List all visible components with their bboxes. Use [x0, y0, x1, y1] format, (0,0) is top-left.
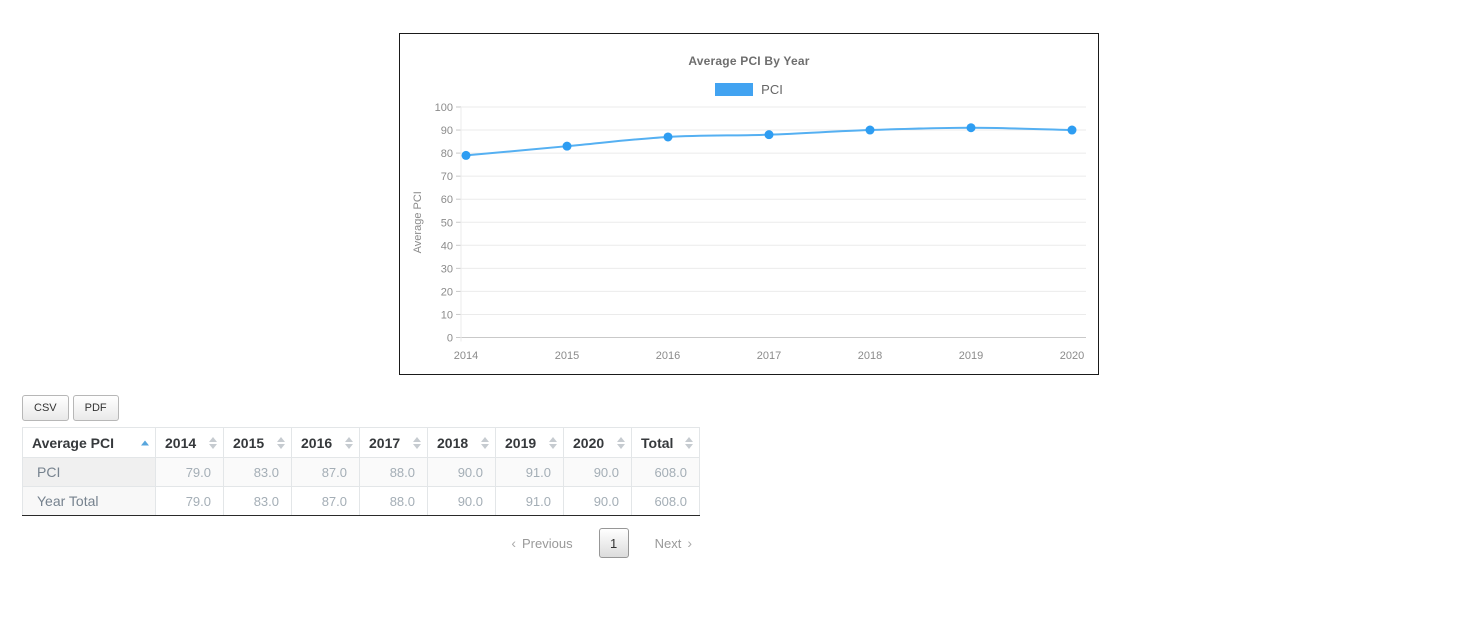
chart-title: Average PCI By Year [688, 54, 810, 68]
previous-page-button[interactable]: ‹ Previous [503, 535, 580, 551]
value-cell: 79.0 [155, 486, 224, 516]
svg-text:60: 60 [441, 194, 453, 206]
data-point-2015[interactable] [562, 141, 572, 151]
sort-both-icon [209, 436, 217, 449]
data-point-2019[interactable] [966, 123, 976, 133]
value-cell: 88.0 [359, 486, 428, 516]
svg-text:2015: 2015 [555, 350, 579, 362]
legend-swatch [715, 83, 754, 96]
value-cell: 90.0 [563, 486, 632, 516]
value-cell: 83.0 [223, 486, 292, 516]
column-header-label: Total [641, 434, 674, 451]
csv-export-button[interactable]: CSV [22, 395, 69, 421]
svg-text:50: 50 [441, 217, 453, 229]
table-row-year-total: Year Total 79.0 83.0 87.0 88.0 90.0 91.0 90.0 60… [22, 486, 700, 516]
value-cell: 90.0 [427, 457, 496, 487]
value-cell: 608.0 [631, 486, 700, 516]
column-header-label: 2017 [369, 434, 401, 451]
svg-text:Average PCI: Average PCI [412, 191, 424, 253]
svg-text:0: 0 [447, 333, 453, 345]
value-cell: 79.0 [155, 457, 224, 487]
average-pci-table: Average PCI 2014 2015 2016 2017 2018 2019 2020 T… [22, 427, 700, 516]
svg-text:2017: 2017 [757, 350, 781, 362]
column-header-label: 2018 [437, 434, 469, 451]
data-point-2016[interactable] [663, 132, 673, 142]
column-header-2014[interactable]: 2014 [155, 427, 224, 458]
data-point-2018[interactable] [865, 125, 875, 135]
data-point-2017[interactable] [764, 130, 774, 140]
pci-line-chart: 0 10 20 30 40 50 60 70 80 90 100 2014 2015 2016 2017 20… [412, 102, 1086, 362]
row-label-cell: PCI [22, 457, 156, 487]
svg-text:90: 90 [441, 125, 453, 137]
column-header-label: 2019 [505, 434, 537, 451]
svg-text:100: 100 [435, 102, 453, 114]
pdf-export-button[interactable]: PDF [72, 395, 119, 421]
value-cell: 90.0 [427, 486, 496, 516]
next-label: Next [654, 535, 682, 551]
value-cell: 88.0 [359, 457, 428, 487]
svg-text:2019: 2019 [959, 350, 983, 362]
sort-both-icon [413, 436, 421, 449]
svg-text:2020: 2020 [1060, 350, 1084, 362]
svg-text:30: 30 [441, 263, 453, 275]
sort-both-icon [549, 436, 557, 449]
next-page-button[interactable]: Next › [647, 535, 700, 551]
column-header-2017[interactable]: 2017 [359, 427, 428, 458]
column-header-label: 2020 [573, 434, 605, 451]
column-header-label: 2014 [165, 434, 197, 451]
svg-text:20: 20 [441, 286, 453, 298]
value-cell: 87.0 [291, 457, 360, 487]
value-cell: 83.0 [223, 457, 292, 487]
sort-both-icon [345, 436, 353, 449]
column-header-average-pci[interactable]: Average PCI [22, 427, 156, 458]
row-label-cell: Year Total [22, 486, 156, 516]
column-header-2018[interactable]: 2018 [427, 427, 496, 458]
value-cell: 608.0 [631, 457, 700, 487]
svg-text:2018: 2018 [858, 350, 882, 362]
data-point-2020[interactable] [1067, 125, 1077, 135]
column-header-label: 2016 [301, 434, 333, 451]
sort-both-icon [617, 436, 625, 449]
data-point-2014[interactable] [461, 150, 471, 160]
column-header-2019[interactable]: 2019 [495, 427, 564, 458]
svg-text:40: 40 [441, 240, 453, 252]
chevron-right-icon: › [687, 535, 692, 551]
column-header-total[interactable]: Total [631, 427, 700, 458]
export-buttons: CSV PDF [22, 395, 119, 421]
sort-ascending-icon [141, 440, 149, 445]
sort-both-icon [481, 436, 489, 449]
svg-text:80: 80 [441, 148, 453, 160]
column-header-label: Average PCI [32, 434, 114, 451]
page-1-button[interactable]: 1 [598, 528, 629, 558]
value-cell: 91.0 [495, 457, 564, 487]
legend-label: PCI [761, 82, 783, 97]
chart-legend[interactable]: PCI [400, 82, 1098, 97]
pagination: ‹ Previous 1 Next › [22, 527, 700, 559]
previous-label: Previous [522, 535, 573, 551]
value-cell: 90.0 [563, 457, 632, 487]
column-header-2016[interactable]: 2016 [291, 427, 360, 458]
svg-text:70: 70 [441, 171, 453, 183]
table-header: Average PCI 2014 2015 2016 2017 2018 2019 2020 T… [22, 427, 700, 458]
column-header-2015[interactable]: 2015 [223, 427, 292, 458]
chevron-left-icon: ‹ [511, 535, 517, 551]
sort-both-icon [277, 436, 285, 449]
table-row-pci: PCI 79.0 83.0 87.0 88.0 90.0 91.0 90.0 608.0 [22, 457, 700, 487]
pci-chart-panel: Average PCI By Year PCI 0 10 20 30 40 50 60 70 8… [399, 33, 1099, 375]
sort-both-icon [685, 436, 693, 449]
svg-text:10: 10 [441, 309, 453, 321]
column-header-label: 2015 [233, 434, 265, 451]
svg-text:2014: 2014 [454, 350, 478, 362]
column-header-2020[interactable]: 2020 [563, 427, 632, 458]
value-cell: 87.0 [291, 486, 360, 516]
svg-text:2016: 2016 [656, 350, 680, 362]
value-cell: 91.0 [495, 486, 564, 516]
